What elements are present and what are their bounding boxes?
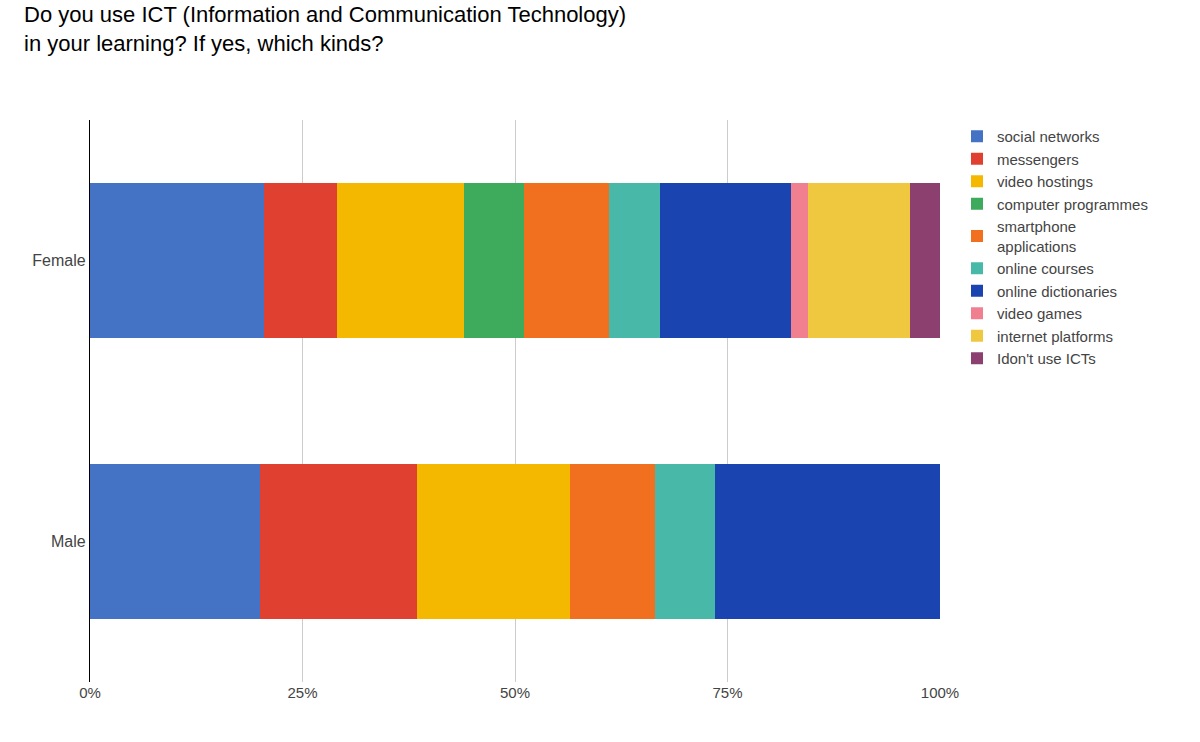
svg-text:100%: 100% xyxy=(921,684,959,701)
svg-text:messengers: messengers xyxy=(997,151,1079,168)
svg-text:smartphoneapplications: smartphoneapplications xyxy=(997,218,1076,255)
svg-text:Do you use ICT (Information an: Do you use ICT (Information and Communic… xyxy=(24,2,626,56)
svg-text:internet platforms: internet platforms xyxy=(997,328,1113,345)
svg-text:computer programmes: computer programmes xyxy=(997,196,1148,213)
svg-text:Female: Female xyxy=(32,252,85,269)
svg-text:social networks: social networks xyxy=(997,128,1100,145)
svg-text:0%: 0% xyxy=(79,684,101,701)
svg-text:75%: 75% xyxy=(712,684,742,701)
svg-text:online courses: online courses xyxy=(997,260,1094,277)
svg-text:50%: 50% xyxy=(500,684,530,701)
svg-text:video games: video games xyxy=(997,305,1082,322)
svg-text:video hostings: video hostings xyxy=(997,173,1093,190)
svg-text:Idon't use ICTs: Idon't use ICTs xyxy=(997,350,1096,367)
svg-text:Male: Male xyxy=(51,533,86,550)
svg-text:online dictionaries: online dictionaries xyxy=(997,283,1117,300)
svg-text:25%: 25% xyxy=(287,684,317,701)
